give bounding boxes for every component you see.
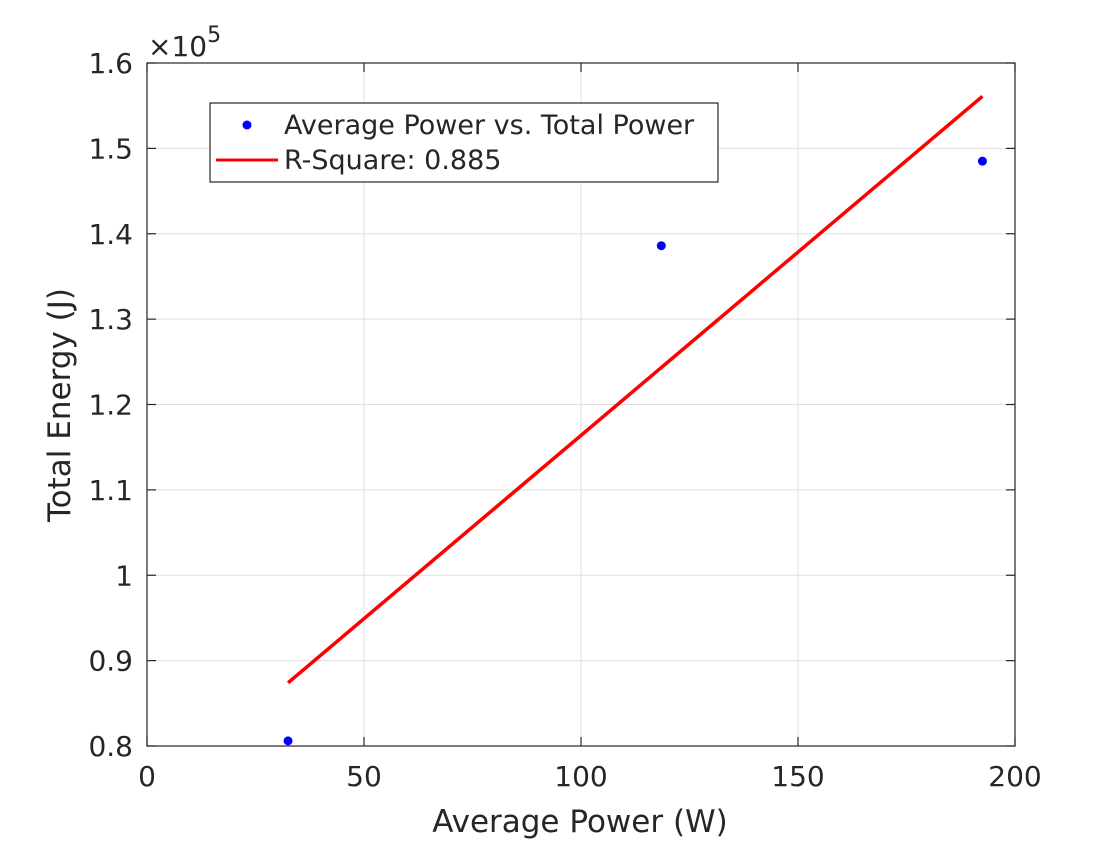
data-point: [283, 736, 293, 746]
x-tick-label: 150: [771, 760, 824, 793]
y-tick-label: 1.2: [88, 389, 133, 422]
y-tick-label: 0.8: [88, 730, 133, 763]
legend: Average Power vs. Total Power R-Square: …: [209, 102, 719, 183]
y-tick-label: 1.3: [88, 303, 133, 336]
x-axis-label: Average Power (W): [432, 804, 728, 840]
axis-ticks: 0 50 100 150 200 0.8 0.9 1 1.1 1.2 1.3 1.4 1.5 1.6: [88, 47, 1041, 793]
y-exponent-base: ×10: [148, 30, 207, 63]
data-point: [656, 241, 666, 251]
y-tick-label: 1.4: [88, 218, 133, 251]
series-layer: [283, 94, 987, 746]
x-tick-label: 50: [346, 760, 382, 793]
y-tick-label: 1: [115, 559, 133, 592]
legend-entry-scatter: Average Power vs. Total Power: [284, 110, 695, 141]
legend-entry-fit-line: R-Square: 0.885: [284, 145, 501, 176]
legend-marker-scatter: [242, 120, 252, 130]
y-axis-exponent: ×105: [148, 23, 221, 63]
y-tick-label: 1.6: [88, 47, 133, 80]
y-tick-label: 0.9: [88, 645, 133, 678]
x-tick-label: 0: [138, 760, 156, 793]
y-axis-label: Total Energy (J): [42, 288, 78, 523]
fit-line: [286, 94, 984, 685]
y-tick-label: 1.1: [88, 474, 133, 507]
y-tick-label: 1.5: [88, 132, 133, 165]
x-tick-label: 200: [988, 760, 1041, 793]
legend-box: [209, 102, 719, 183]
y-exponent-power: 5: [207, 23, 221, 48]
data-point: [977, 156, 987, 166]
x-tick-label: 100: [554, 760, 607, 793]
